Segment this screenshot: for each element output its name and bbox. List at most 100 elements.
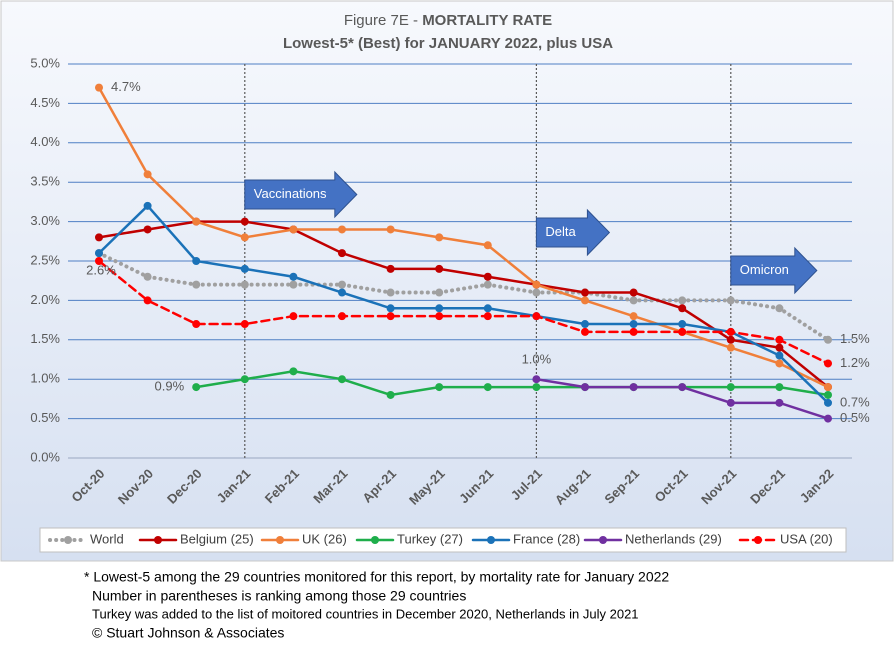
y-tick-label: 2.5% xyxy=(30,252,60,267)
data-point xyxy=(629,320,638,329)
legend-marker xyxy=(599,536,607,544)
data-label: 0.7% xyxy=(840,394,870,409)
data-label: 0.9% xyxy=(155,379,185,394)
y-tick-label: 3.5% xyxy=(30,174,60,189)
legend-marker xyxy=(487,536,495,544)
data-point xyxy=(775,351,784,360)
data-point xyxy=(338,312,346,321)
data-point xyxy=(483,312,492,321)
data-point xyxy=(775,383,784,392)
data-point xyxy=(726,383,735,392)
data-point xyxy=(386,288,395,297)
data-point xyxy=(435,288,444,297)
data-label: 1.5% xyxy=(840,331,870,346)
data-point xyxy=(581,320,589,329)
data-point xyxy=(678,383,687,392)
data-point xyxy=(824,335,832,344)
data-point xyxy=(289,280,298,289)
data-label: 1.2% xyxy=(840,355,870,370)
data-point xyxy=(143,170,152,179)
data-point xyxy=(338,225,346,234)
data-point xyxy=(435,264,444,273)
data-point xyxy=(143,225,152,234)
series-line xyxy=(97,220,830,389)
data-point xyxy=(240,217,249,226)
y-tick-label: 1.0% xyxy=(30,371,60,386)
legend-marker xyxy=(276,536,284,544)
chart-title: Figure 7E - MORTALITY RATE xyxy=(344,12,552,29)
data-point xyxy=(824,414,832,423)
data-point xyxy=(289,367,298,376)
data-point xyxy=(435,233,444,242)
data-point xyxy=(386,304,395,313)
data-point xyxy=(483,304,492,313)
data-point xyxy=(726,335,735,344)
data-point xyxy=(192,257,201,265)
data-point xyxy=(435,383,444,392)
data-point xyxy=(629,288,638,297)
legend-label: UK (26) xyxy=(302,531,347,546)
data-point xyxy=(483,383,492,392)
series-line xyxy=(97,251,830,342)
data-point xyxy=(532,288,541,297)
data-point xyxy=(824,398,832,407)
data-label: 4.7% xyxy=(111,79,141,94)
data-point xyxy=(726,327,735,336)
event-label: Delta xyxy=(545,224,576,239)
data-point xyxy=(338,280,346,289)
data-point xyxy=(386,390,395,399)
data-point xyxy=(95,233,103,242)
chart-subtitle: Lowest-5* (Best) for JANUARY 2022, plus … xyxy=(283,35,613,52)
y-tick-label: 4.0% xyxy=(30,134,60,149)
legend-label: World xyxy=(90,531,124,546)
data-point xyxy=(192,320,201,329)
data-label: 2.6% xyxy=(86,263,116,278)
data-point xyxy=(581,288,589,297)
data-point xyxy=(581,296,589,305)
data-point xyxy=(95,83,103,92)
data-label: 1.0% xyxy=(522,352,552,367)
data-point xyxy=(678,304,687,313)
legend-marker xyxy=(754,536,762,544)
data-point xyxy=(629,383,638,392)
data-point xyxy=(483,280,492,289)
data-point xyxy=(775,359,784,368)
data-point xyxy=(289,312,298,321)
legend-marker xyxy=(64,536,72,544)
y-tick-label: 2.0% xyxy=(30,292,60,307)
y-tick-label: 1.5% xyxy=(30,331,60,346)
data-point xyxy=(338,288,346,297)
data-point xyxy=(629,312,638,321)
data-point xyxy=(338,375,346,384)
data-point xyxy=(289,225,298,234)
data-point xyxy=(581,383,589,392)
data-point xyxy=(240,264,249,273)
y-tick-label: 3.0% xyxy=(30,213,60,228)
data-point xyxy=(824,383,832,392)
data-point xyxy=(726,296,735,305)
data-point xyxy=(240,233,249,242)
data-point xyxy=(95,249,103,258)
data-point xyxy=(192,383,201,392)
event-arrow xyxy=(535,208,611,257)
data-point xyxy=(775,398,784,407)
data-point xyxy=(678,320,687,329)
data-point xyxy=(435,304,444,313)
data-point xyxy=(338,249,346,258)
y-tick-label: 5.0% xyxy=(30,55,60,70)
legend-label: USA (20) xyxy=(780,531,833,546)
data-point xyxy=(386,264,395,273)
series-line xyxy=(97,86,830,389)
footnote: © Stuart Johnson & Associates xyxy=(92,625,284,641)
data-point xyxy=(532,375,541,384)
event-label: Vaccinations xyxy=(254,186,327,201)
footnote: * Lowest-5 among the 29 countries monito… xyxy=(84,569,669,585)
data-point xyxy=(386,312,395,321)
footnote: Turkey was added to the list of moitored… xyxy=(92,606,639,621)
data-point xyxy=(726,343,735,352)
data-point xyxy=(192,217,201,226)
legend-label: Belgium (25) xyxy=(180,531,254,546)
data-point xyxy=(386,225,395,234)
series-line xyxy=(97,204,830,405)
